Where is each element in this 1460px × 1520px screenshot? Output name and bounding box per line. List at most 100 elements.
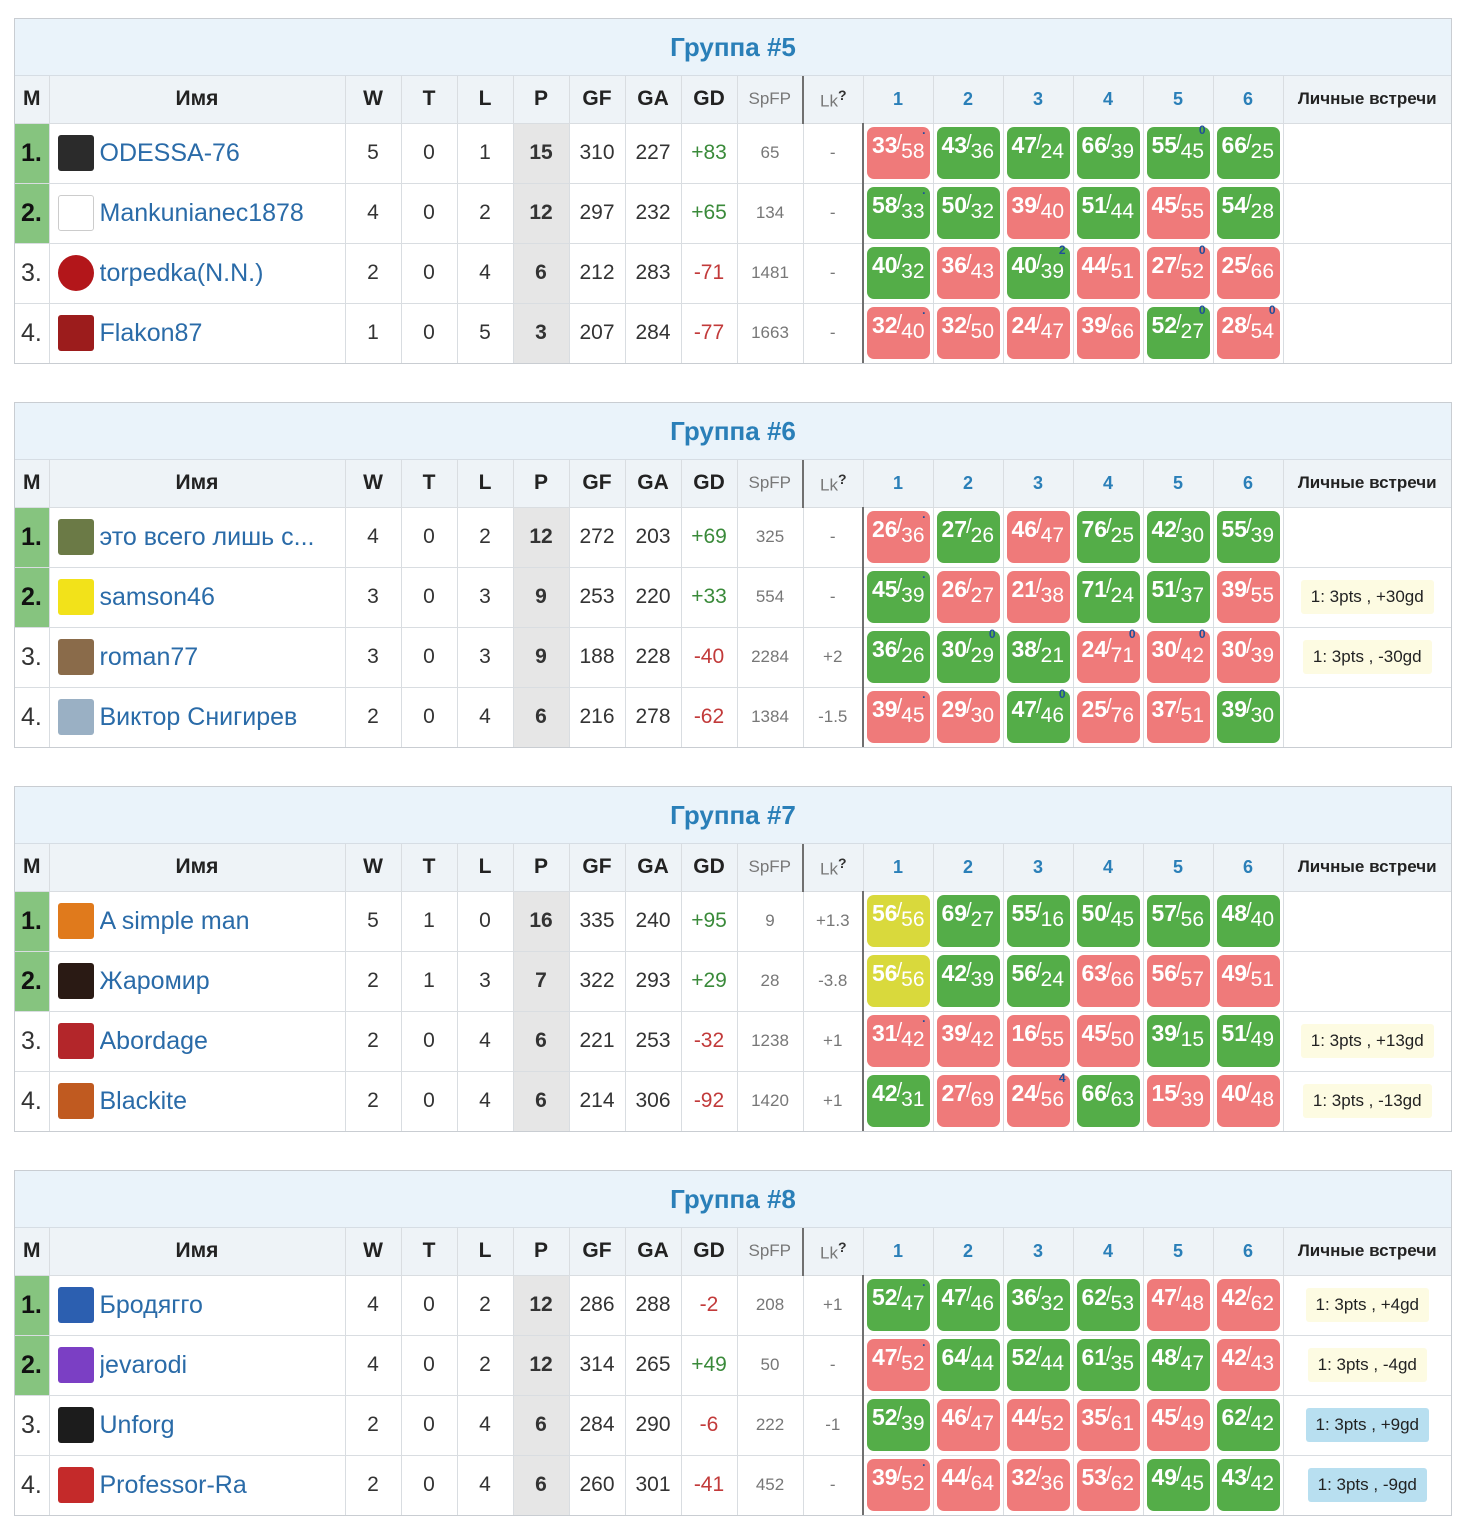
player-name-link[interactable]: ODESSA-76 <box>99 138 240 167</box>
match-result[interactable]: 56/56 <box>867 955 930 1007</box>
header-l[interactable]: L <box>456 76 514 124</box>
match-result[interactable]: 46/47 <box>1006 511 1070 563</box>
header-name[interactable]: Имя <box>48 844 346 892</box>
match-result[interactable]: 56/57 <box>1146 955 1210 1007</box>
match-result[interactable]: 56/24 <box>1006 955 1070 1007</box>
header-ga[interactable]: GA <box>624 1228 682 1276</box>
match-result[interactable]: 45/55 <box>1146 187 1210 239</box>
match-result[interactable]: 25/76 <box>1076 691 1140 744</box>
player-name-link[interactable]: Unforg <box>99 1410 175 1439</box>
header-round-2[interactable]: 2 <box>932 844 1004 892</box>
match-result[interactable]: 39/30 <box>1216 691 1280 744</box>
match-result[interactable]: 49/51 <box>1216 955 1280 1007</box>
match-result[interactable]: 26/36. <box>867 507 930 563</box>
header-w[interactable]: W <box>344 844 402 892</box>
header-l[interactable]: L <box>456 1228 514 1276</box>
header-m[interactable]: M <box>15 1228 50 1276</box>
header-round-2[interactable]: 2 <box>932 1228 1004 1276</box>
match-result[interactable]: 29/30 <box>936 691 1000 744</box>
match-result[interactable]: 49/45 <box>1146 1459 1210 1512</box>
match-result[interactable]: 52/44 <box>1006 1339 1070 1391</box>
header-spfp[interactable]: SpFP <box>736 460 804 508</box>
match-result[interactable]: 39/15 <box>1146 1015 1210 1067</box>
match-result[interactable]: 30/29 0 <box>936 627 1000 683</box>
header-round-3[interactable]: 3 <box>1002 460 1074 508</box>
match-result[interactable]: 39/52. <box>867 1455 930 1512</box>
match-result[interactable]: 15/39 <box>1146 1075 1210 1128</box>
match-result[interactable]: 36/32 <box>1006 1279 1070 1331</box>
header-lk[interactable]: Lk? <box>802 1228 864 1276</box>
match-result[interactable]: 27/69 <box>936 1075 1000 1128</box>
header-spfp[interactable]: SpFP <box>736 76 804 124</box>
match-result[interactable]: 52/39 <box>867 1399 930 1451</box>
header-round-1[interactable]: 1 <box>862 76 934 124</box>
match-result[interactable]: 32/50 <box>936 307 1000 360</box>
header-t[interactable]: T <box>400 460 458 508</box>
match-result[interactable]: 30/39 <box>1216 631 1280 683</box>
match-result[interactable]: 39/66 <box>1076 307 1140 360</box>
header-gd[interactable]: GD <box>680 1228 738 1276</box>
header-round-6[interactable]: 6 <box>1212 1228 1284 1276</box>
header-ga[interactable]: GA <box>624 844 682 892</box>
player-name-link[interactable]: samson46 <box>99 582 215 611</box>
match-result[interactable]: 24/47 <box>1006 307 1070 360</box>
match-result[interactable]: 44/52 <box>1006 1399 1070 1451</box>
match-result[interactable]: 55/39 <box>1216 511 1280 563</box>
dark-avatar-icon[interactable] <box>57 963 94 999</box>
match-result[interactable]: 27/52 0 <box>1146 243 1210 299</box>
match-result[interactable]: 66/63 <box>1076 1075 1140 1128</box>
torpedo-logo-icon[interactable] <box>57 255 94 291</box>
help-icon[interactable]: ? <box>837 86 847 103</box>
header-m[interactable]: M <box>15 76 50 124</box>
skull-flag-icon[interactable] <box>57 135 94 171</box>
match-result[interactable]: 56/56 <box>867 895 930 947</box>
header-round-3[interactable]: 3 <box>1002 844 1074 892</box>
header-round-4[interactable]: 4 <box>1072 76 1144 124</box>
header-round-2[interactable]: 2 <box>932 460 1004 508</box>
purple-shirt-icon[interactable] <box>57 1347 94 1383</box>
match-result[interactable]: 53/62 <box>1076 1459 1140 1512</box>
match-result[interactable]: 57/56 <box>1146 895 1210 947</box>
match-result[interactable]: 55/16 <box>1006 895 1070 947</box>
player-avatar-icon[interactable] <box>57 1083 94 1120</box>
match-result[interactable]: 24/71 0 <box>1076 627 1140 683</box>
header-round-2[interactable]: 2 <box>932 76 1004 124</box>
header-gf[interactable]: GF <box>568 1228 626 1276</box>
header-gf[interactable]: GF <box>568 460 626 508</box>
header-round-6[interactable]: 6 <box>1212 76 1284 124</box>
number-14-icon[interactable] <box>57 195 94 231</box>
header-p[interactable]: P <box>512 1228 570 1276</box>
player-name-link[interactable]: это всего лишь с... <box>99 522 315 551</box>
match-result[interactable]: 26/27 <box>936 571 1000 623</box>
match-result[interactable]: 27/26 <box>936 511 1000 563</box>
match-result[interactable]: 62/53 <box>1076 1279 1140 1331</box>
match-result[interactable]: 45/39. <box>867 567 930 623</box>
header-lk[interactable]: Lk? <box>802 844 864 892</box>
help-icon[interactable]: ? <box>837 470 847 487</box>
header-gd[interactable]: GD <box>680 844 738 892</box>
match-result[interactable]: 64/44 <box>936 1339 1000 1391</box>
match-result[interactable]: 40/48 <box>1216 1075 1280 1128</box>
match-result[interactable]: 43/36 <box>936 127 1000 179</box>
match-result[interactable]: 47/52. <box>867 1335 930 1391</box>
match-result[interactable]: 42/39 <box>936 955 1000 1007</box>
match-result[interactable]: 16/55 <box>1006 1015 1070 1067</box>
match-result[interactable]: 28/54 0 <box>1216 303 1280 360</box>
match-result[interactable]: 42/30 <box>1146 511 1210 563</box>
header-round-1[interactable]: 1 <box>862 460 934 508</box>
header-lk[interactable]: Lk? <box>802 460 864 508</box>
player-name-link[interactable]: Blackite <box>99 1086 188 1115</box>
player-name-link[interactable]: Жаромир <box>99 966 210 995</box>
header-p[interactable]: P <box>512 460 570 508</box>
help-icon[interactable]: ? <box>837 1238 847 1255</box>
yellow-shirt-icon[interactable] <box>57 579 94 615</box>
match-result[interactable]: 30/42 0 <box>1146 627 1210 683</box>
header-l[interactable]: L <box>456 460 514 508</box>
match-result[interactable]: 33/58. <box>867 123 930 179</box>
match-result[interactable]: 48/47 <box>1146 1339 1210 1391</box>
header-round-6[interactable]: 6 <box>1212 460 1284 508</box>
match-result[interactable]: 47/46 <box>936 1279 1000 1331</box>
match-result[interactable]: 43/42 <box>1216 1459 1280 1512</box>
landscape-avatar-icon[interactable] <box>57 519 94 555</box>
header-t[interactable]: T <box>400 844 458 892</box>
